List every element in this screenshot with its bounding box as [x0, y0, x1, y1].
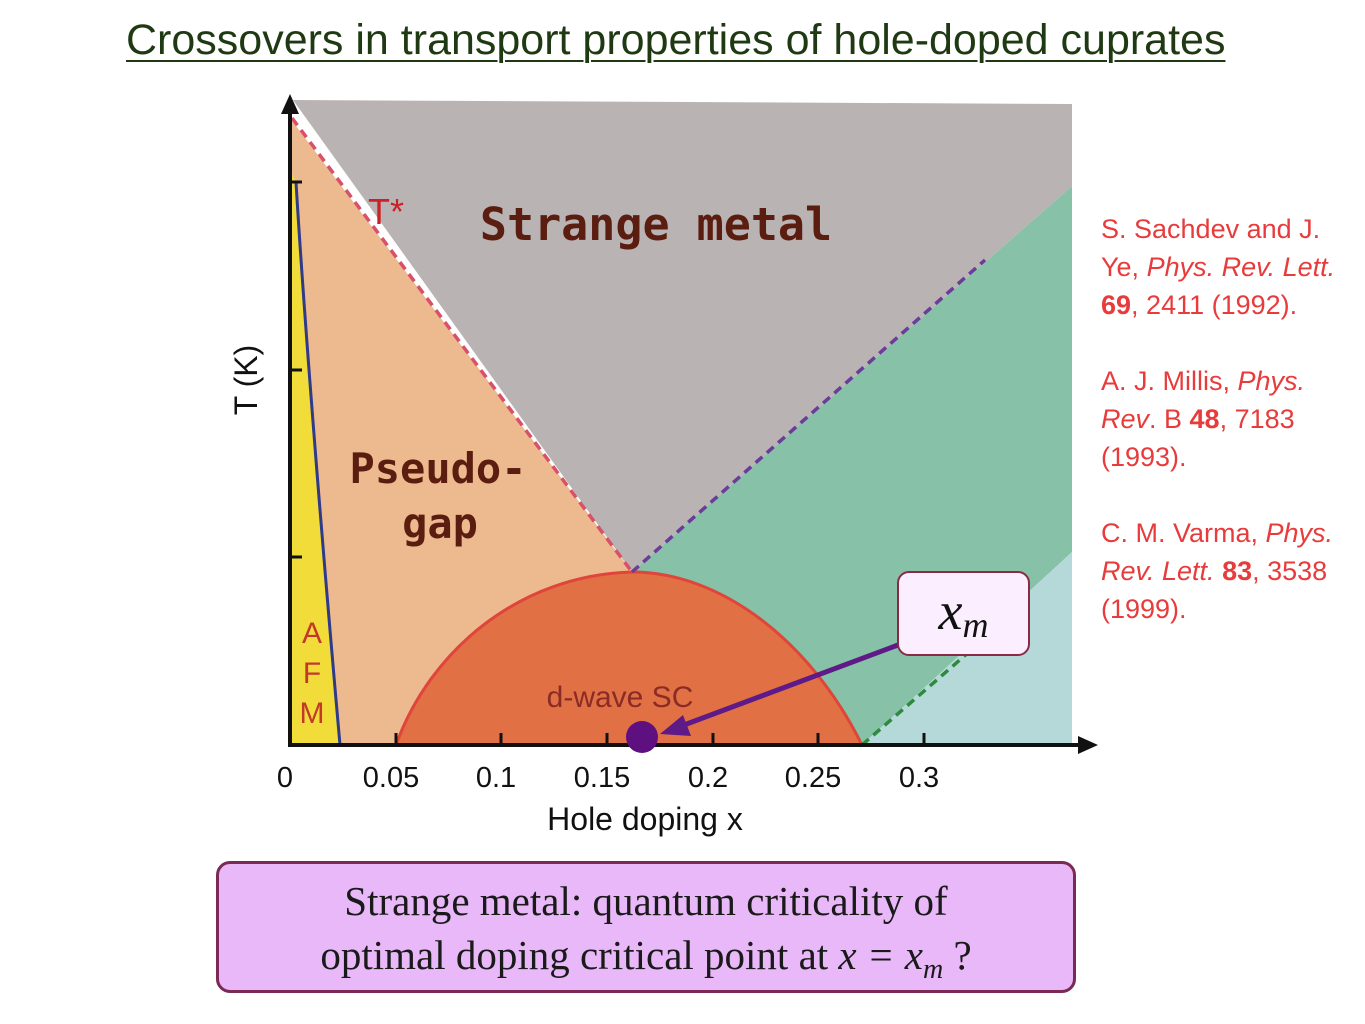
reference-text: A. J. Millis,	[1101, 366, 1238, 396]
pseudogap-label-line2: gap	[402, 499, 478, 548]
conclusion-math: x = x	[838, 932, 923, 978]
y-ticks	[290, 180, 302, 559]
reference-text: , 7183 (1993).	[1101, 404, 1295, 472]
x-tick-label: 0.25	[785, 762, 841, 794]
reference-text: Phys. Rev	[1101, 366, 1306, 434]
reference-item: A. J. Millis, Phys. Rev. B 48, 7183 (199…	[1101, 362, 1361, 476]
reference-text: 69	[1101, 290, 1132, 320]
reference-text: 83	[1222, 556, 1253, 586]
conclusion-line-2-suffix: ?	[943, 932, 972, 978]
conclusion-line-1: Strange metal: quantum criticality of	[344, 878, 948, 924]
afm-label-f: F	[303, 657, 321, 690]
reference-text: Phys. Rev. Lett.	[1101, 518, 1334, 586]
x-tick-label: 0.2	[688, 762, 728, 794]
y-axis-label: T (K)	[228, 345, 264, 416]
reference-text	[1215, 556, 1223, 586]
xm-callout: xm	[897, 571, 1030, 656]
conclusion-line-2-text: optimal doping critical point at	[320, 932, 839, 978]
afm-label-a: A	[302, 617, 322, 650]
tstar-line	[290, 116, 634, 574]
pseudogap-region	[290, 118, 862, 745]
strange-metal-label: Strange metal	[480, 198, 832, 251]
reference-text: S. Sachdev and J. Ye,	[1101, 214, 1321, 282]
x-tick-label: 0.3	[899, 762, 939, 794]
x-tick-label: 0.05	[363, 762, 419, 794]
y-axis-arrow	[281, 94, 299, 114]
reference-text: C. M. Varma,	[1101, 518, 1266, 548]
conclusion-line-2: optimal doping critical point at x = xm …	[219, 928, 1073, 997]
xm-subscript: m	[962, 605, 989, 645]
callout-arrow-line	[675, 642, 899, 731]
reference-text: Phys. Rev. Lett.	[1146, 252, 1336, 282]
neel-line	[294, 181, 342, 746]
reference-item: C. M. Varma, Phys. Rev. Lett. 83, 3538 (…	[1101, 514, 1361, 628]
x-tick-label: 0	[277, 762, 293, 794]
reference-text: . B	[1149, 404, 1190, 434]
afm-label-m: M	[300, 697, 325, 730]
reference-text: , 3538 (1999).	[1101, 556, 1328, 624]
sc-label: d-wave SC	[547, 681, 694, 714]
x-axis-label: Hole doping x	[547, 801, 743, 837]
critical-point	[626, 721, 658, 753]
references: S. Sachdev and J. Ye, Phys. Rev. Lett. 6…	[1101, 210, 1361, 666]
slide-title: Crossovers in transport properties of ho…	[126, 16, 1226, 64]
xm-symbol: x	[938, 581, 963, 641]
x-axis-arrow	[1078, 736, 1098, 754]
callout-arrow-head	[660, 715, 691, 736]
x-tick-label: 0.15	[574, 762, 630, 794]
tstar-label: T*	[368, 191, 404, 232]
pseudogap-label-line1: Pseudo-	[349, 444, 526, 493]
conclusion-box: Strange metal: quantum criticality of op…	[216, 861, 1076, 993]
crossover-line	[630, 258, 987, 574]
reference-text: 48	[1189, 404, 1220, 434]
conclusion-math-sub: m	[922, 954, 944, 986]
x-tick-label: 0.1	[476, 762, 516, 794]
reference-text: , 2411 (1992).	[1131, 290, 1298, 320]
strange-metal-region	[293, 100, 1072, 572]
x-ticks	[394, 733, 926, 745]
reference-item: S. Sachdev and J. Ye, Phys. Rev. Lett. 6…	[1101, 210, 1361, 324]
